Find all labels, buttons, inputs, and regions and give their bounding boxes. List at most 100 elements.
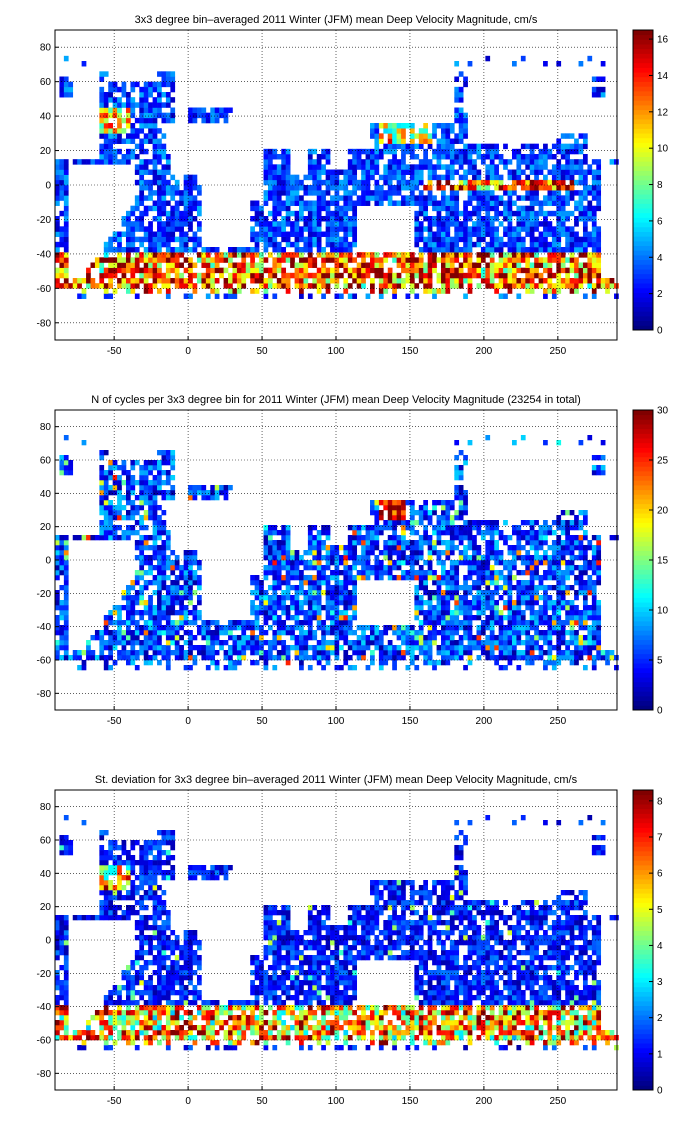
heatmap-cell bbox=[441, 565, 446, 571]
heatmap-cell bbox=[507, 610, 513, 616]
heatmap-cell bbox=[529, 590, 535, 596]
heatmap-cell bbox=[125, 257, 131, 263]
heatmap-cell bbox=[299, 635, 304, 641]
heatmap-cell bbox=[303, 590, 309, 596]
heatmap-cell bbox=[103, 133, 109, 139]
heatmap-cell bbox=[507, 226, 513, 232]
heatmap-cell bbox=[307, 154, 313, 160]
heatmap-cell bbox=[214, 640, 220, 646]
heatmap-cell bbox=[112, 480, 118, 486]
heatmap-cell bbox=[174, 216, 180, 222]
heatmap-cell bbox=[307, 210, 313, 217]
heatmap-cell bbox=[529, 610, 535, 616]
heatmap-cell bbox=[543, 262, 548, 268]
heatmap-cell bbox=[489, 148, 495, 155]
heatmap-cell bbox=[148, 195, 153, 201]
heatmap-cell bbox=[125, 650, 131, 656]
heatmap-cell bbox=[574, 236, 579, 243]
heatmap-cell bbox=[454, 655, 460, 661]
heatmap-cell bbox=[165, 247, 171, 253]
heatmap-cell bbox=[582, 226, 588, 232]
heatmap-cell bbox=[263, 535, 269, 541]
heatmap-cell bbox=[476, 216, 482, 222]
heatmap-cell bbox=[165, 590, 171, 596]
heatmap-cell bbox=[165, 565, 171, 571]
heatmap-cell bbox=[489, 226, 495, 232]
heatmap-cell bbox=[267, 154, 273, 160]
heatmap-cell bbox=[63, 231, 69, 237]
heatmap-cell bbox=[370, 540, 375, 546]
heatmap-cell bbox=[480, 205, 486, 212]
heatmap-cell bbox=[494, 143, 499, 150]
heatmap-cell bbox=[148, 226, 153, 232]
heatmap-cell bbox=[392, 520, 397, 526]
heatmap-cell bbox=[236, 247, 242, 253]
heatmap-cell bbox=[201, 112, 207, 119]
heatmap-cell bbox=[99, 650, 105, 656]
heatmap-cell bbox=[312, 283, 318, 289]
heatmap-cell bbox=[423, 530, 428, 536]
heatmap-cell bbox=[250, 600, 255, 606]
heatmap-cell bbox=[192, 605, 198, 611]
heatmap-cell bbox=[179, 565, 184, 571]
heatmap-cell bbox=[574, 267, 579, 274]
heatmap-cell bbox=[591, 179, 597, 186]
heatmap-cell bbox=[352, 565, 358, 571]
heatmap-cell bbox=[582, 221, 588, 227]
heatmap-cell bbox=[356, 154, 362, 160]
heatmap-cell bbox=[316, 620, 322, 626]
heatmap-cell bbox=[130, 610, 136, 616]
heatmap-cell bbox=[489, 575, 495, 581]
heatmap-cell bbox=[387, 272, 393, 279]
heatmap-cell bbox=[445, 580, 451, 586]
heatmap-cell bbox=[276, 600, 282, 606]
heatmap-cell bbox=[94, 630, 100, 636]
heatmap-cell bbox=[130, 515, 136, 521]
heatmap-cell bbox=[489, 650, 495, 656]
heatmap-cell bbox=[529, 148, 535, 155]
heatmap-cell bbox=[321, 580, 326, 586]
heatmap-cell bbox=[347, 645, 353, 651]
heatmap-cell bbox=[476, 195, 482, 201]
heatmap-cell bbox=[201, 625, 207, 631]
heatmap-cell bbox=[485, 435, 491, 441]
heatmap-cell bbox=[454, 148, 460, 155]
heatmap-cell bbox=[551, 154, 557, 160]
heatmap-cell bbox=[392, 128, 397, 134]
heatmap-cell bbox=[467, 200, 473, 206]
heatmap-cell bbox=[476, 221, 482, 227]
heatmap-cell bbox=[192, 205, 198, 212]
heatmap-cell bbox=[498, 185, 504, 191]
heatmap-cell bbox=[596, 200, 602, 206]
heatmap-cell bbox=[392, 540, 397, 546]
heatmap-cell bbox=[254, 288, 260, 294]
heatmap-cell bbox=[276, 190, 282, 196]
heatmap-cell bbox=[330, 625, 335, 631]
heatmap-cell bbox=[267, 231, 273, 237]
heatmap-cell bbox=[472, 159, 477, 165]
colorbar-step bbox=[633, 325, 653, 331]
heatmap-cell bbox=[281, 555, 287, 561]
heatmap-cell bbox=[121, 267, 127, 274]
heatmap-cell bbox=[463, 610, 468, 616]
heatmap-cell bbox=[219, 107, 224, 113]
heatmap-cell bbox=[534, 565, 539, 571]
heatmap-cell bbox=[294, 605, 300, 611]
heatmap-cell bbox=[139, 148, 145, 155]
heatmap-cell bbox=[480, 226, 486, 232]
heatmap-cell bbox=[596, 185, 602, 191]
heatmap-cell bbox=[591, 92, 597, 98]
heatmap-cell bbox=[529, 272, 535, 279]
heatmap-cell bbox=[498, 293, 504, 299]
heatmap-cell bbox=[152, 81, 158, 88]
heatmap-cell bbox=[303, 630, 309, 636]
heatmap-cell bbox=[401, 535, 406, 541]
heatmap-cell bbox=[458, 510, 464, 516]
heatmap-cell bbox=[125, 595, 131, 601]
heatmap-cell bbox=[267, 210, 273, 217]
heatmap-cell bbox=[494, 540, 499, 546]
heatmap-cell bbox=[485, 278, 491, 284]
heatmap-cell bbox=[170, 226, 176, 232]
heatmap-cell bbox=[454, 92, 460, 98]
heatmap-cell bbox=[574, 190, 579, 196]
